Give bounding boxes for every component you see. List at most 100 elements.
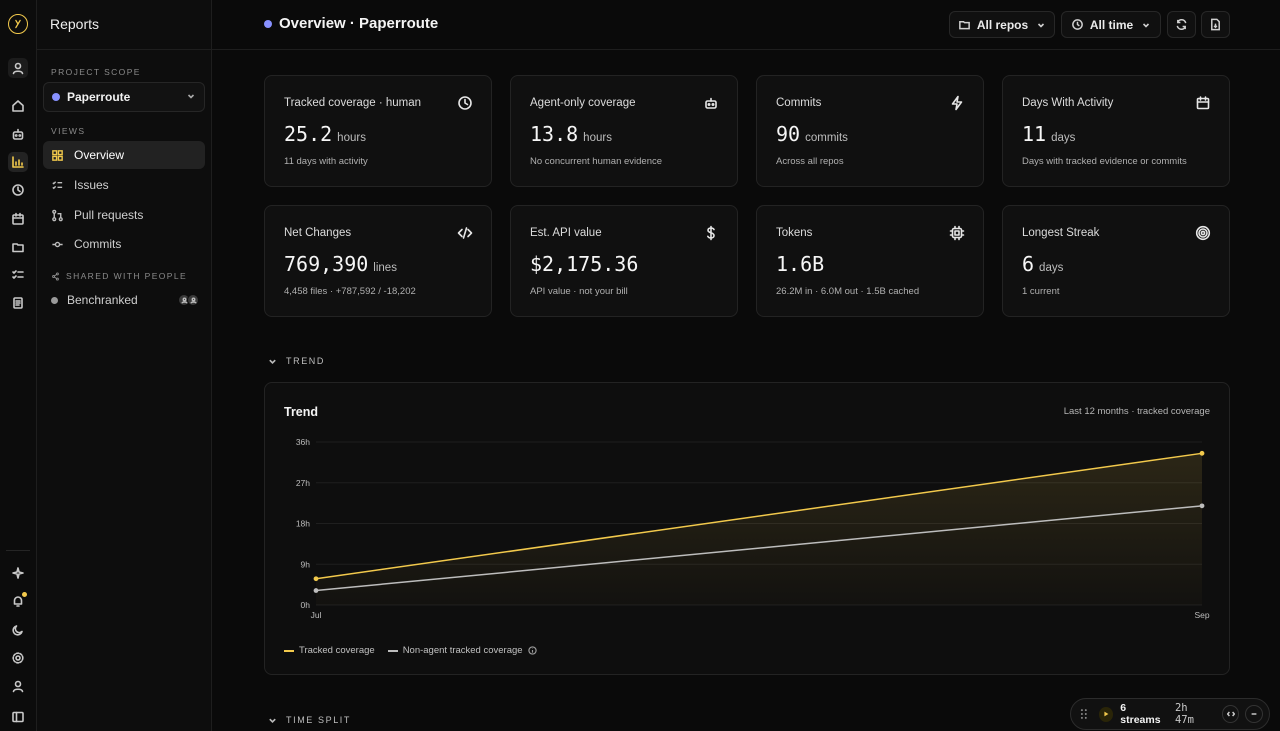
shared-avatars [178, 294, 199, 306]
trend-chart: 0h 9h 18h 27h 36h Jul Sep [296, 437, 1210, 620]
trend-card: Trend Last 12 months · tracked coverage … [264, 382, 1230, 675]
card-est-api-value[interactable]: Est. API value $2,175.36 API value · not… [510, 205, 738, 317]
legend-label: Non-agent tracked coverage [402, 645, 523, 656]
clock-icon[interactable] [8, 180, 28, 200]
card-title: Net Changes [284, 227, 352, 239]
card-unit: days [1039, 262, 1064, 274]
section-label: TIME SPLIT [286, 715, 352, 725]
clock-icon [1071, 19, 1083, 30]
code-toggle-button[interactable] [1221, 705, 1240, 723]
minimize-button[interactable] [1245, 705, 1263, 723]
data-point[interactable] [1199, 503, 1205, 509]
area-tracked-coverage [316, 453, 1202, 605]
card-value-number: $2,175.36 [530, 252, 639, 276]
chart-legend: Tracked coverage Non-agent tracked cover… [284, 645, 550, 656]
card-subtitle: 11 days with activity [284, 156, 368, 167]
trend-meta: Last 12 months · tracked coverage [1063, 406, 1210, 417]
card-tokens[interactable]: Tokens 1.6B 26.2M in · 6.0M out · 1.5B c… [756, 205, 984, 317]
time-filter-button[interactable]: All time [1061, 11, 1161, 38]
project-scope-select[interactable]: Paperroute [43, 82, 205, 112]
home-icon[interactable] [8, 96, 28, 116]
shared-label: SHARED WITH PEOPLE [51, 271, 187, 281]
drag-handle-icon[interactable] [1079, 708, 1089, 720]
moon-icon[interactable] [8, 620, 28, 640]
section-time-split-toggle[interactable]: TIME SPLIT [268, 715, 351, 725]
card-net-changes[interactable]: Net Changes 769,390 lines 4,458 files · +… [264, 205, 492, 317]
card-title: Tokens [776, 227, 813, 239]
play-button[interactable] [1098, 706, 1114, 722]
repos-filter-label: All repos [976, 17, 1029, 32]
nav-issues[interactable]: Issues [43, 171, 205, 199]
data-point[interactable] [1199, 450, 1205, 456]
code-icon [457, 225, 473, 241]
sidebar-toggle-icon[interactable] [8, 707, 28, 727]
sparkle-icon[interactable] [8, 563, 28, 583]
shared-item-benchranked[interactable]: Benchranked [43, 288, 205, 312]
data-point[interactable] [313, 576, 319, 582]
share-icon [52, 271, 59, 281]
series-line [315, 505, 1203, 592]
refresh-button[interactable] [1167, 11, 1196, 38]
app-logo-icon[interactable] [8, 14, 28, 34]
card-value-number: 6 [1022, 252, 1035, 276]
card-value-number: 769,390 [284, 252, 369, 276]
folder-icon[interactable] [8, 237, 28, 257]
card-tracked-coverage[interactable]: Tracked coverage · human 25.2 hours 11 da… [264, 75, 492, 187]
calendar-icon[interactable] [8, 209, 28, 229]
page-title-text: Overview · Paperroute [279, 15, 439, 32]
data-point[interactable] [313, 588, 319, 593]
legend-item-tracked[interactable]: Tracked coverage [284, 645, 375, 656]
export-button[interactable] [1201, 11, 1230, 38]
nav-commits[interactable]: Commits [43, 230, 205, 258]
robot-icon[interactable] [8, 124, 28, 144]
card-value: $2,175.36 [530, 252, 643, 276]
y-tick-label: 0h [301, 600, 311, 610]
chevron-down-icon [1038, 22, 1045, 28]
y-tick-label: 27h [296, 478, 310, 488]
card-days-with-activity[interactable]: Days With Activity 11 days Days with trac… [1002, 75, 1230, 187]
legend-swatch [387, 649, 398, 652]
checklist-icon[interactable] [8, 265, 28, 285]
card-agent-only-coverage[interactable]: Agent-only coverage 13.8 hours No concurr… [510, 75, 738, 187]
section-trend-toggle[interactable]: TREND [268, 356, 325, 366]
legend-item-non-agent[interactable]: Non-agent tracked coverage [387, 645, 537, 656]
card-unit: hours [583, 132, 612, 144]
nav-overview[interactable]: Overview [43, 141, 205, 169]
gear-icon[interactable] [8, 648, 28, 668]
y-tick-label: 18h [296, 519, 310, 529]
info-icon[interactable] [527, 646, 537, 655]
trend-title: Trend [284, 405, 319, 419]
shared-label-text: SHARED WITH PEOPLE [66, 271, 188, 281]
repos-filter-button[interactable]: All repos [949, 11, 1055, 38]
folder-icon [958, 20, 970, 30]
minus-icon [1251, 713, 1257, 715]
card-subtitle: API value · not your bill [530, 286, 628, 297]
x-tick-label: Jul [311, 610, 322, 620]
bar-chart-icon[interactable] [8, 152, 28, 172]
bell-icon[interactable] [8, 591, 28, 611]
nav-pull-requests[interactable]: Pull requests [43, 201, 205, 229]
card-subtitle: 4,458 files · +787,592 / -18,202 [284, 286, 416, 297]
legend-swatch [284, 649, 294, 652]
card-value-number: 13.8 [530, 122, 579, 146]
y-tick-label: 9h [301, 559, 311, 569]
nav-label: Pull requests [74, 208, 144, 222]
card-unit: days [1051, 132, 1076, 144]
card-commits[interactable]: Commits 90 commits Across all repos [756, 75, 984, 187]
card-value: 13.8 hours [530, 122, 612, 146]
avatar [187, 294, 199, 306]
icon-rail [0, 0, 37, 731]
user-icon[interactable] [8, 58, 28, 78]
nav-label: Commits [74, 237, 122, 251]
x-tick-label: Sep [1194, 610, 1209, 620]
card-title: Agent-only coverage [530, 97, 636, 109]
chevron-down-icon [1143, 22, 1150, 28]
chevron-down-icon [269, 718, 276, 723]
dollar-icon [703, 225, 719, 241]
card-title: Longest Streak [1022, 227, 1100, 239]
card-longest-streak[interactable]: Longest Streak 6 days 1 current [1002, 205, 1230, 317]
card-subtitle: Days with tracked evidence or commits [1022, 156, 1187, 167]
profile-icon[interactable] [8, 676, 28, 696]
shared-item-label: Benchranked [67, 293, 138, 307]
receipt-icon[interactable] [8, 293, 28, 313]
